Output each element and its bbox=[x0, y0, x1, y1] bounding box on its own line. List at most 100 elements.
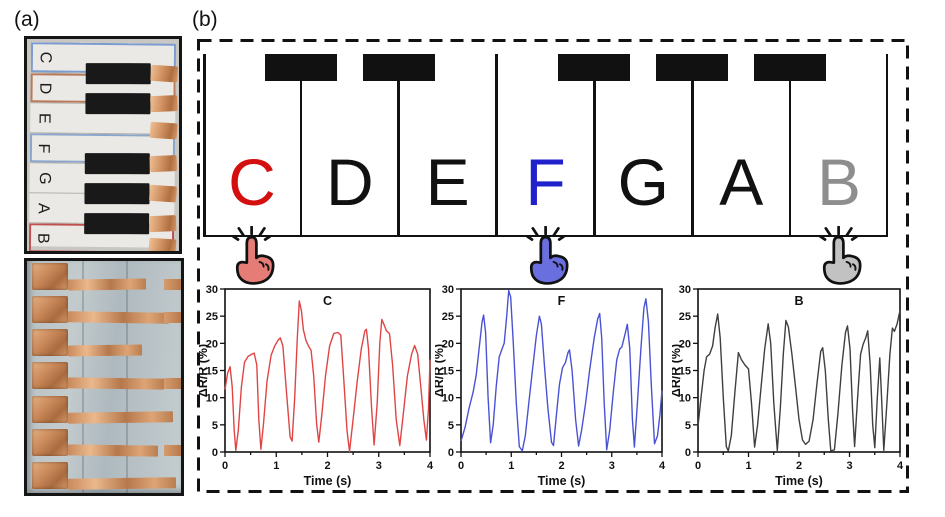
y-axis-label: ΔR/R (%) bbox=[435, 344, 446, 397]
copper-tab bbox=[148, 215, 177, 233]
copper-fragment bbox=[164, 444, 181, 456]
y-tick-label: 15 bbox=[679, 366, 691, 378]
photo-paper-piano-back-electrodes bbox=[24, 258, 184, 496]
chart-B: 0 5 10 15 20 25 30 0 1 2 3 4 B Time (s) ΔR/R (%) bbox=[669, 279, 908, 498]
copper-pad bbox=[32, 362, 68, 390]
copper-strip bbox=[67, 410, 174, 424]
key-divider bbox=[788, 81, 792, 237]
chart-svg-F: 0 5 10 15 20 25 30 0 1 2 3 4 F Time (s) ΔR/R (%) bbox=[432, 284, 666, 488]
copper-fragment bbox=[164, 312, 181, 324]
series-line-C bbox=[224, 300, 431, 453]
photo-paper-piano-front: C D E F G A B bbox=[24, 36, 182, 254]
y-tick-label: 15 bbox=[206, 366, 218, 378]
copper-tab bbox=[150, 64, 179, 83]
y-tick-label: 20 bbox=[442, 338, 454, 350]
photo-key-letter-G: G bbox=[35, 171, 53, 185]
y-tick-label: 0 bbox=[685, 447, 691, 459]
black-key bbox=[264, 54, 337, 81]
black-key bbox=[362, 54, 435, 81]
copper-tab bbox=[149, 155, 178, 173]
x-tick-label: 0 bbox=[458, 460, 464, 472]
copper-strip bbox=[67, 344, 142, 357]
x-tick-label: 3 bbox=[846, 460, 852, 472]
black-key bbox=[656, 54, 729, 81]
photo-key-letter-E: E bbox=[35, 112, 53, 124]
chart-title-F: F bbox=[558, 294, 566, 308]
photo-key-letter-C: C bbox=[36, 51, 54, 64]
copper-strip bbox=[67, 444, 158, 457]
paper-keyboard: C D E F G A B bbox=[28, 42, 179, 251]
chart-title-B: B bbox=[794, 294, 803, 308]
photo-black-key bbox=[85, 62, 152, 84]
y-tick-label: 10 bbox=[442, 393, 454, 405]
copper-pad bbox=[32, 296, 68, 324]
y-tick-label: 25 bbox=[442, 311, 454, 323]
photo-key-letter-A: A bbox=[34, 202, 52, 214]
photo-black-key bbox=[84, 182, 150, 204]
keyboard-right-edge bbox=[885, 54, 888, 237]
y-tick-label: 0 bbox=[212, 447, 218, 459]
copper-tab bbox=[149, 184, 177, 203]
x-tick-label: 0 bbox=[222, 460, 228, 472]
photo-black-key bbox=[84, 212, 150, 234]
copper-fragment bbox=[164, 378, 181, 390]
y-tick-label: 30 bbox=[206, 284, 218, 296]
x-tick-label: 1 bbox=[745, 460, 751, 472]
key-F: F bbox=[525, 145, 566, 219]
x-tick-label: 3 bbox=[609, 460, 615, 472]
copper-tab bbox=[150, 95, 178, 113]
x-tick-label: 1 bbox=[508, 460, 514, 472]
copper-strip bbox=[67, 377, 165, 391]
y-tick-label: 25 bbox=[206, 311, 218, 323]
copper-pad bbox=[32, 263, 68, 290]
photo-seam bbox=[82, 261, 85, 493]
y-tick-label: 5 bbox=[685, 420, 691, 432]
x-tick-label: 2 bbox=[324, 460, 330, 472]
y-tick-label: 5 bbox=[212, 420, 218, 432]
plot-frame bbox=[697, 288, 901, 453]
photo-key-letter-F: F bbox=[34, 142, 52, 153]
y-axis-label: ΔR/R (%) bbox=[672, 344, 683, 397]
y-tick-label: 15 bbox=[442, 366, 454, 378]
key-E: E bbox=[425, 145, 470, 219]
key-A: A bbox=[719, 145, 764, 219]
copper-pad bbox=[32, 395, 68, 423]
photo-seam bbox=[125, 261, 128, 493]
y-tick-label: 10 bbox=[206, 393, 218, 405]
x-tick-label: 4 bbox=[427, 460, 434, 472]
y-tick-label: 5 bbox=[448, 420, 454, 432]
dashed-border bbox=[197, 39, 909, 493]
copper-pad bbox=[32, 461, 68, 489]
chart-svg-B: 0 5 10 15 20 25 30 0 1 2 3 4 B Time (s) ΔR/R (%) bbox=[669, 284, 904, 488]
black-key bbox=[558, 54, 631, 81]
key-D: D bbox=[325, 145, 374, 219]
y-tick-label: 10 bbox=[679, 393, 691, 405]
y-tick-label: 30 bbox=[679, 284, 691, 296]
x-tick-label: 1 bbox=[273, 460, 279, 472]
photo-black-key bbox=[84, 152, 151, 174]
copper-tab bbox=[148, 237, 177, 251]
y-tick-label: 20 bbox=[679, 338, 691, 350]
chart-C: 0 5 10 15 20 25 30 0 1 2 3 4 C Time (s) ΔR/R (%) bbox=[196, 279, 438, 498]
copper-pad bbox=[32, 428, 68, 456]
panel-a-label: (a) bbox=[14, 8, 40, 31]
x-tick-label: 3 bbox=[376, 460, 382, 472]
copper-strip bbox=[67, 278, 147, 291]
key-G: G bbox=[617, 145, 670, 219]
y-axis-label: ΔR/R (%) bbox=[199, 344, 210, 397]
photo-key-letter-D: D bbox=[36, 82, 54, 94]
finger-press-icon-F bbox=[524, 225, 572, 293]
photo-key-letter-B: B bbox=[34, 232, 52, 244]
x-tick-label: 2 bbox=[558, 460, 564, 472]
chart-F: 0 5 10 15 20 25 30 0 1 2 3 4 F Time (s) ΔR/R (%) bbox=[432, 279, 670, 498]
key-divider bbox=[593, 81, 596, 237]
key-divider bbox=[397, 81, 400, 237]
x-tick-label: 4 bbox=[659, 460, 666, 472]
finger-press-icon-B bbox=[817, 225, 865, 293]
x-axis-label: Time (s) bbox=[538, 474, 586, 488]
y-tick-label: 30 bbox=[442, 284, 454, 296]
keyboard-left-edge bbox=[203, 54, 206, 237]
key-divider bbox=[299, 81, 303, 237]
copper-strip bbox=[67, 311, 169, 324]
